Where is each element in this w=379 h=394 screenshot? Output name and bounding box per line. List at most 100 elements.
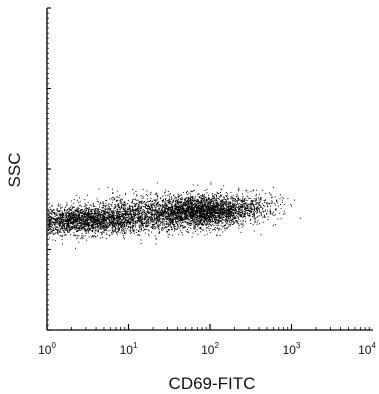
scatter-point [78, 212, 80, 214]
scatter-point [203, 218, 205, 220]
scatter-point [50, 212, 51, 214]
scatter-point [165, 218, 167, 220]
scatter-point [50, 229, 52, 231]
scatter-point [110, 232, 112, 234]
scatter-point [246, 210, 248, 212]
scatter-point [127, 214, 129, 216]
scatter-point [162, 222, 164, 224]
scatter-point [217, 221, 219, 222]
scatter-point [170, 221, 172, 223]
scatter-point [84, 213, 86, 215]
scatter-point [146, 198, 148, 200]
scatter-point [86, 221, 88, 223]
scatter-point [126, 222, 128, 223]
scatter-point [71, 227, 73, 229]
scatter-point [164, 210, 165, 212]
scatter-point [105, 224, 107, 226]
scatter-point [170, 198, 172, 200]
scatter-point [182, 208, 184, 209]
scatter-point [121, 224, 123, 225]
scatter-point [108, 225, 110, 226]
scatter-point [177, 198, 179, 200]
scatter-point [138, 204, 140, 206]
scatter-point [196, 216, 198, 218]
scatter-point [191, 198, 193, 200]
scatter-point [107, 209, 109, 211]
scatter-point [118, 225, 120, 227]
scatter-point [155, 210, 157, 212]
scatter-point [178, 210, 180, 212]
scatter-point [49, 215, 51, 217]
scatter-point [208, 207, 210, 209]
scatter-point [103, 217, 105, 219]
scatter-point [157, 213, 159, 214]
scatter-point [203, 221, 205, 222]
scatter-point [239, 206, 241, 207]
scatter-point [146, 214, 148, 216]
scatter-point [51, 216, 52, 218]
scatter-point [48, 216, 50, 218]
scatter-point [65, 229, 67, 231]
scatter-point [101, 218, 103, 220]
scatter-point [133, 213, 135, 215]
scatter-point [76, 238, 78, 239]
scatter-point [138, 221, 140, 222]
scatter-point [155, 193, 157, 195]
scatter-point [256, 212, 258, 214]
scatter-point [166, 219, 168, 221]
scatter-point [216, 206, 218, 208]
scatter-point [160, 211, 162, 212]
scatter-point [123, 210, 125, 212]
scatter-point [167, 217, 169, 219]
scatter-point [203, 220, 204, 222]
scatter-point [225, 203, 227, 205]
scatter-point [100, 227, 102, 229]
scatter-point [252, 214, 253, 216]
scatter-point [239, 209, 241, 211]
scatter-point [227, 212, 229, 214]
scatter-point [57, 223, 59, 225]
scatter-point [191, 223, 193, 225]
scatter-point [181, 194, 182, 196]
scatter-point [168, 206, 169, 208]
scatter-point [104, 222, 106, 224]
scatter-point [192, 191, 194, 193]
scatter-point [170, 206, 172, 208]
scatter-point [195, 224, 197, 226]
scatter-point [102, 218, 104, 220]
scatter-point [81, 216, 83, 218]
scatter-point [134, 229, 136, 231]
scatter-point [87, 231, 89, 233]
scatter-point [111, 216, 113, 218]
scatter-point [220, 203, 221, 205]
scatter-point [164, 214, 166, 216]
scatter-point [63, 222, 65, 224]
scatter-point [88, 207, 90, 208]
scatter-point [123, 225, 125, 227]
scatter-point [151, 218, 153, 220]
scatter-point [79, 211, 81, 213]
scatter-point [210, 206, 212, 208]
scatter-point [228, 210, 230, 212]
scatter-point [192, 210, 194, 212]
scatter-point [226, 218, 228, 220]
scatter-point [234, 208, 236, 209]
scatter-point [150, 197, 152, 199]
scatter-point [81, 220, 83, 221]
scatter-point [104, 226, 106, 228]
scatter-point [212, 200, 214, 202]
scatter-point [194, 215, 196, 217]
scatter-point [182, 207, 184, 209]
scatter-point [190, 191, 192, 193]
scatter-point [168, 199, 170, 201]
scatter-point [65, 228, 67, 230]
scatter-point [91, 217, 92, 219]
scatter-point [194, 209, 196, 211]
scatter-point [53, 224, 55, 226]
scatter-point [201, 205, 203, 207]
scatter-point [226, 210, 228, 212]
scatter-point [51, 214, 53, 216]
scatter-point [225, 220, 227, 222]
scatter-point [60, 208, 62, 209]
scatter-point [226, 211, 228, 213]
